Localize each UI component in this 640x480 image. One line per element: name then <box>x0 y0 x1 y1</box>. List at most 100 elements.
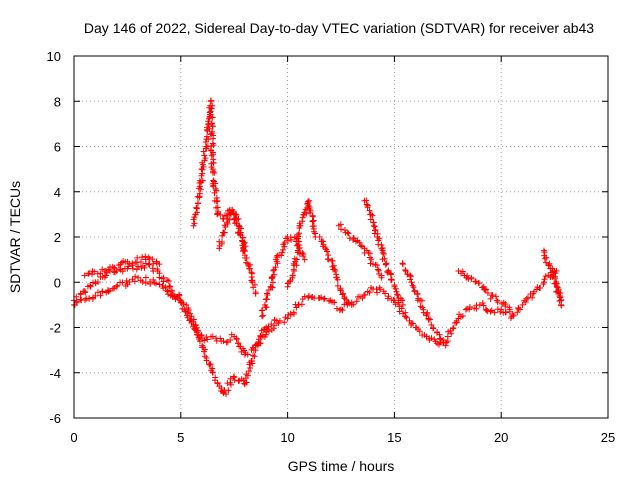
data-point-main <box>94 278 101 285</box>
data-point-tail-18h <box>519 301 526 308</box>
data-point-arc-18h <box>492 293 499 300</box>
data-point-tail-18h <box>522 299 529 306</box>
chart-title: Day 146 of 2022, Sidereal Day-to-day VTE… <box>84 20 594 36</box>
data-point-main <box>257 332 264 339</box>
data-point-lower-band <box>162 284 169 291</box>
y-tick-label: -2 <box>49 321 61 336</box>
data-point-peak-6h <box>210 182 217 189</box>
data-point-lower-band <box>194 331 201 338</box>
data-point-main <box>361 291 368 298</box>
data-point-arc-22h <box>552 280 559 287</box>
data-point-main <box>217 335 224 342</box>
data-point-main <box>382 290 389 297</box>
data-point-arc-10h5 <box>289 272 296 279</box>
data-point-main <box>188 313 195 320</box>
data-point-upper-band <box>156 261 163 268</box>
data-point-peak-6h <box>249 279 256 286</box>
data-point-upper-band <box>91 268 98 275</box>
data-point-arc-14h <box>371 227 378 234</box>
data-point-peak-6h <box>202 138 209 145</box>
data-point-arc-14h <box>376 235 383 242</box>
data-points <box>71 97 565 398</box>
data-point-lower-band <box>113 283 120 290</box>
data-point-lower-band <box>111 285 118 292</box>
data-point-arc-10h <box>265 287 272 294</box>
data-point-lower-band <box>201 348 208 355</box>
data-point-tail-18h <box>510 312 517 319</box>
data-point-lower-band <box>227 381 234 388</box>
data-point-arc-7h <box>233 211 240 218</box>
data-point-arc-15h <box>411 288 418 295</box>
data-point-main <box>428 335 435 342</box>
data-point-lower-band <box>265 328 272 335</box>
data-point-lower-band <box>209 369 216 376</box>
data-point-main <box>338 306 344 313</box>
data-point-lower-band <box>139 278 146 285</box>
data-point-peak-6h <box>200 163 207 170</box>
data-point-arc-14h <box>366 207 373 214</box>
data-point-arc-18h <box>482 286 489 293</box>
data-point-arc-14h <box>384 269 391 276</box>
data-point-main <box>244 351 251 358</box>
data-point-main <box>398 305 405 312</box>
data-point-main <box>326 298 333 305</box>
data-point-main <box>160 278 167 285</box>
data-point-main <box>125 263 132 270</box>
data-point-tail-18h <box>466 303 473 310</box>
data-point-main <box>281 319 288 326</box>
data-point-peak-6h <box>199 166 206 173</box>
data-point-arc-7h <box>240 247 247 254</box>
data-point-arc-13h <box>338 226 345 233</box>
data-point-lower-band <box>178 299 185 306</box>
data-point-arc-12h <box>348 301 355 308</box>
data-point-peak-6h <box>195 185 202 192</box>
data-point-main <box>331 299 338 306</box>
y-tick-label: 6 <box>54 140 61 155</box>
data-point-peak-6h <box>210 151 217 158</box>
data-point-lower-band <box>245 368 252 375</box>
data-point-peak-6h <box>214 210 221 217</box>
data-point-peak-6h <box>203 133 210 140</box>
data-point-arc-10h <box>270 267 277 274</box>
data-point-lower-band <box>152 280 159 287</box>
data-point-arc-10h <box>278 252 285 259</box>
data-point-arc-15h <box>407 276 414 283</box>
data-point-arc-13h <box>367 254 374 261</box>
data-point-arc-10h5 <box>294 241 301 248</box>
data-point-arc-14h <box>393 288 400 295</box>
data-point-main <box>129 265 136 272</box>
data-point-arc-7h <box>219 232 226 239</box>
data-point-main <box>183 301 190 308</box>
data-point-main <box>233 336 240 343</box>
data-point-arc-10h <box>279 246 286 253</box>
data-point-tail-18h <box>523 295 530 302</box>
data-point-peak-6h <box>191 220 198 227</box>
data-point-main <box>220 338 227 345</box>
data-point-main <box>339 307 346 314</box>
data-point-main <box>81 288 88 295</box>
data-point-lower-band <box>142 274 149 281</box>
data-point-arc-22h <box>546 260 553 267</box>
data-point-main <box>284 315 291 322</box>
data-point-lower-band <box>181 306 188 313</box>
data-point-arc-10h <box>299 249 306 256</box>
data-point-arc-18h <box>502 303 509 310</box>
data-point-upper-band <box>142 253 149 260</box>
data-point-arc-12h <box>331 266 338 273</box>
data-point-arc-14h <box>383 260 390 267</box>
data-point-arc-14h <box>379 249 386 256</box>
data-point-arc-7h <box>232 215 239 222</box>
data-point-peak-6h <box>206 113 213 120</box>
data-point-main <box>290 309 297 316</box>
data-point-arc-15h <box>418 297 425 304</box>
data-point-main <box>353 298 360 305</box>
data-point-peak-6h <box>211 189 218 196</box>
data-point-main <box>77 291 84 298</box>
data-point-arc-22h <box>554 288 561 295</box>
data-point-lower-band <box>196 338 203 345</box>
data-point-tail-18h <box>453 319 460 326</box>
data-point-lower-band <box>142 280 149 287</box>
data-point-arc-10h <box>258 313 265 320</box>
data-point-arc-18h <box>475 280 482 287</box>
data-point-arc-10h5 <box>293 234 300 241</box>
